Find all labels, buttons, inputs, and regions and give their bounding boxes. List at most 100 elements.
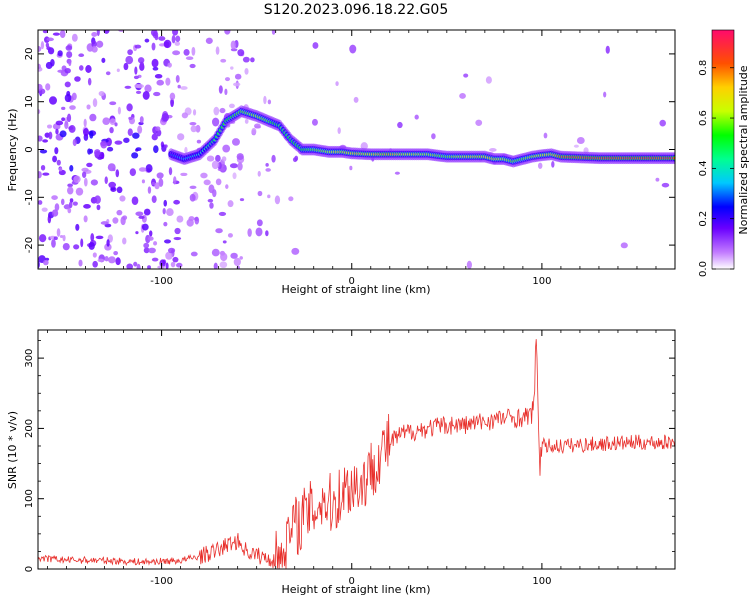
heatmap-cell — [242, 56, 250, 63]
heatmap-cell — [73, 244, 80, 250]
heatmap-cell — [466, 260, 472, 269]
heatmap-cell — [620, 242, 628, 249]
heatmap-cell — [66, 113, 72, 123]
heatmap-cell — [151, 58, 159, 68]
heatmap-cell — [135, 231, 139, 235]
heatmap-cell — [57, 50, 63, 57]
heatmap-cell — [57, 69, 65, 73]
heatmap-cell — [123, 137, 130, 143]
heatmap-cell — [38, 45, 42, 53]
heatmap-cell — [335, 81, 339, 87]
heatmap-cell — [112, 217, 119, 224]
heatmap-cell — [116, 68, 120, 73]
heatmap-cell — [75, 187, 84, 196]
heatmap-cell — [172, 30, 179, 36]
heatmap-cell — [209, 202, 214, 209]
heatmap-cell — [102, 117, 111, 126]
heatmap-cell — [154, 73, 163, 79]
snr-series — [38, 339, 675, 569]
heatmap-cell — [59, 234, 64, 239]
heatmap-cell — [158, 36, 166, 41]
snr-ticks: -100 0 100 0 100 200 300 — [24, 330, 676, 587]
heatmap-cell — [109, 126, 114, 134]
heatmap-cell — [337, 127, 341, 134]
heatmap-cell — [256, 219, 263, 227]
heatmap-cell — [489, 148, 497, 152]
heatmap-cell — [157, 265, 165, 269]
heatmap-cell — [147, 236, 154, 241]
x-tick-label: -100 — [150, 276, 173, 287]
x-tick-label: 100 — [532, 276, 551, 287]
heatmap-cell — [134, 44, 142, 49]
heatmap-cell — [52, 32, 60, 36]
heatmap-cell — [220, 58, 227, 63]
heatmap-cell — [83, 215, 88, 223]
heatmap-cell — [147, 265, 152, 269]
heatmap-cell — [162, 207, 166, 215]
heatmap-cell — [92, 260, 98, 268]
heatmap-cell — [211, 160, 219, 170]
heatmap-cell — [127, 128, 133, 137]
heatmap-cell — [67, 183, 73, 188]
heatmap-cell — [230, 252, 238, 259]
x-tick-label: 0 — [349, 276, 355, 287]
heatmap-cell — [68, 125, 76, 133]
heatmap-cell — [119, 195, 126, 202]
heatmap-cell — [576, 136, 585, 144]
heatmap-ridge — [167, 105, 675, 168]
heatmap-cell — [59, 130, 67, 138]
heatmap-cell — [222, 240, 227, 244]
heatmap-cell — [126, 263, 133, 269]
heatmap-cell — [64, 93, 72, 103]
heatmap-cell — [159, 259, 166, 268]
heatmap-cell — [176, 215, 184, 223]
heatmap-cell — [45, 42, 50, 48]
heatmap-cell — [213, 262, 218, 269]
heatmap-cell — [196, 139, 202, 144]
heatmap-cell — [233, 82, 241, 87]
heatmap-cell — [211, 248, 220, 257]
heatmap-cell — [414, 114, 419, 120]
heatmap-cell — [151, 181, 156, 186]
heatmap-cell — [311, 118, 318, 126]
heatmap-cell — [104, 176, 108, 185]
heatmap-cell — [271, 154, 276, 163]
heatmap-cell — [230, 40, 236, 50]
heatmap-cell — [64, 68, 71, 74]
snr-xlabel: Height of straight line (km) — [281, 583, 430, 596]
colorbar-tick-label: 0.8 — [698, 60, 709, 76]
heatmap-cell — [151, 42, 156, 51]
heatmap-cell — [189, 121, 197, 126]
heatmap-cell — [394, 171, 400, 175]
heatmap-cell — [153, 145, 159, 154]
heatmap-cell — [169, 92, 176, 101]
heatmap-cell — [288, 196, 294, 202]
heatmap-cell — [116, 209, 123, 216]
heatmap-cell — [267, 194, 271, 199]
heatmap-cell — [55, 128, 59, 135]
heatmap-cell — [91, 40, 97, 48]
heatmap-cell — [64, 121, 69, 129]
heatmap-cell — [113, 251, 119, 256]
heatmap-cell — [43, 259, 49, 266]
heatmap-cell — [54, 147, 59, 155]
heatmap-cell — [156, 79, 164, 86]
heatmap-cell — [152, 66, 159, 71]
heatmap-cell — [126, 103, 133, 112]
heatmap-cell — [151, 195, 157, 204]
heatmap-cell — [134, 66, 138, 75]
heatmap-cell — [96, 40, 104, 48]
heatmap-cell — [96, 30, 100, 37]
heatmap-cell — [89, 130, 94, 139]
heatmap-cell — [54, 203, 60, 212]
heatmap-cell — [131, 196, 139, 206]
heatmap-cell — [89, 113, 97, 122]
heatmap-cell — [251, 127, 257, 135]
heatmap-cell — [41, 207, 48, 212]
heatmap-cell — [64, 81, 71, 88]
heatmap-cell — [158, 178, 164, 187]
heatmap-cell — [190, 251, 198, 257]
heatmap-cell — [108, 181, 117, 189]
heatmap-cell — [173, 236, 182, 241]
